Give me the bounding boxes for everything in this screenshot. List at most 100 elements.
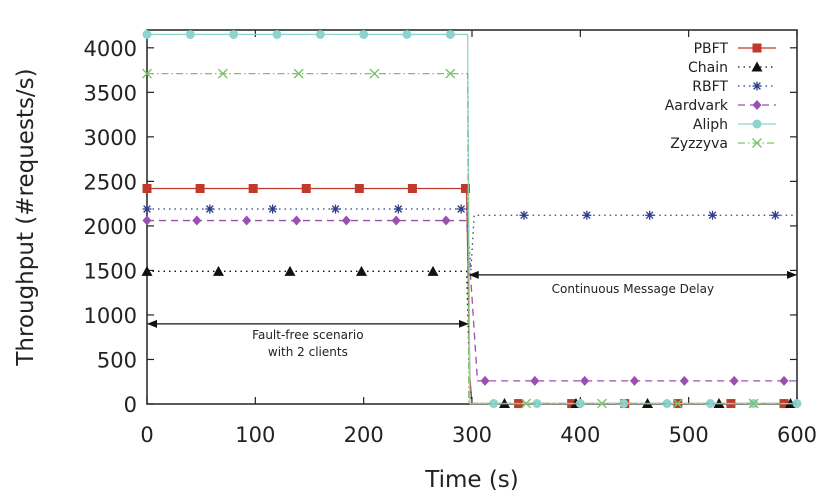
marker-zyzzyva-1	[217, 68, 228, 79]
marker-aardvark-13	[779, 375, 789, 386]
y-ticks: 0 500 1000 1500 2000 2500 3000 3500 4000	[84, 37, 797, 417]
marker-aardvark-3	[292, 215, 301, 226]
marker-rbft-6	[519, 210, 529, 220]
series-line-zyzzyva	[147, 72, 797, 405]
marker-rbft-0	[142, 204, 152, 214]
marker-rbft-8	[645, 210, 655, 220]
legend-item-aardvark: Aardvark	[665, 98, 776, 114]
x-tick-label-300: 300	[452, 423, 492, 447]
legend-item-pbft: PBFT	[694, 41, 776, 57]
marker-chain-1	[213, 265, 224, 276]
marker-aardvark-5	[391, 215, 401, 226]
marker-rbft-1	[205, 204, 215, 214]
marker-aliph-2	[229, 29, 239, 39]
x-tick-label-0: 0	[140, 423, 153, 447]
marker-aliph-11	[619, 399, 629, 409]
y-tick-label-2500: 2500	[84, 170, 137, 194]
x-axis-label: Time (s)	[424, 467, 519, 490]
marker-chain-2	[284, 265, 296, 276]
marker-aliph-9	[532, 399, 542, 409]
marker-zyzzyva-8	[748, 398, 759, 409]
marker-zyzzyva-2	[293, 68, 304, 79]
series-layer	[141, 29, 802, 409]
marker-rbft-4	[393, 204, 403, 214]
marker-aliph-4	[315, 29, 325, 39]
marker-aliph-6	[402, 29, 412, 39]
y-tick-label-1000: 1000	[84, 304, 137, 328]
legend-marker-aardvark	[752, 100, 762, 110]
marker-aardvark-6	[441, 215, 451, 226]
marker-aardvark-2	[242, 215, 252, 226]
marker-aliph-1	[185, 29, 195, 39]
series-line-aardvark	[147, 219, 797, 382]
series-aardvark	[142, 215, 797, 386]
legend-marker-rbft	[752, 81, 762, 91]
marker-pbft-6	[461, 184, 470, 194]
y-tick-label-3500: 3500	[84, 81, 137, 105]
legend-marker-chain	[751, 61, 763, 72]
axes: 0 100 200 300 400 500 600 0 500 1000 1500 2000 2500…	[13, 29, 817, 490]
y-tick-label-4000: 4000	[84, 37, 137, 61]
marker-zyzzyva-5	[521, 398, 532, 409]
marker-aardvark-10	[630, 375, 639, 386]
marker-aardvark-1	[192, 215, 202, 226]
annotations: Fault-free scenario with 2 clients Continu…	[147, 270, 797, 359]
legend-label-zyzzyva: Zyzzyva	[670, 136, 728, 152]
marker-rbft-9	[708, 210, 717, 220]
marker-aliph-5	[359, 29, 369, 39]
marker-aardvark-0	[142, 215, 152, 226]
marker-chain-4	[427, 265, 439, 276]
legend-label-chain: Chain	[688, 60, 728, 76]
marker-aliph-8	[489, 399, 499, 409]
marker-zyzzyva-4	[445, 68, 456, 79]
marker-pbft-3	[301, 184, 311, 194]
series-zyzzyva	[142, 68, 797, 409]
legend-marker-zyzzyva	[752, 138, 762, 148]
marker-pbft-4	[354, 184, 364, 194]
marker-aardvark-12	[729, 375, 739, 386]
legend-item-zyzzyva: Zyzzyva	[670, 136, 776, 152]
marker-zyzzyva-7	[672, 398, 683, 409]
marker-aardvark-9	[580, 375, 590, 386]
annotation-text-1-0: Continuous Message Delay	[552, 282, 714, 296]
marker-chain-0	[141, 265, 153, 276]
marker-aliph-12	[662, 399, 672, 409]
x-tick-label-100: 100	[235, 423, 275, 447]
marker-rbft-3	[331, 204, 340, 214]
marker-zyzzyva-3	[369, 68, 380, 79]
legend: PBFT Chain RBFT Aardvark Aliph Zyzzyva	[665, 41, 776, 152]
legend-label-aardvark: Aardvark	[665, 98, 729, 114]
marker-rbft-7	[582, 210, 592, 220]
x-tick-label-400: 400	[560, 423, 600, 447]
y-tick-label-2000: 2000	[84, 215, 137, 239]
marker-pbft-1	[195, 184, 205, 194]
y-tick-label-1500: 1500	[84, 259, 137, 283]
legend-label-aliph: Aliph	[693, 117, 728, 133]
marker-aliph-7	[445, 29, 455, 39]
legend-item-rbft: RBFT	[692, 79, 776, 95]
marker-zyzzyva-6	[597, 398, 607, 409]
y-tick-label-0: 0	[124, 393, 137, 417]
marker-aliph-3	[272, 29, 282, 39]
marker-zyzzyva-0	[142, 68, 152, 79]
marker-aliph-10	[575, 399, 585, 409]
marker-aliph-0	[142, 29, 152, 39]
legend-marker-pbft	[752, 43, 762, 53]
marker-rbft-2	[268, 204, 278, 214]
marker-pbft-0	[142, 184, 152, 194]
y-axis-label: Throughput (#requests/s)	[13, 68, 39, 366]
legend-label-rbft: RBFT	[692, 79, 728, 95]
marker-rbft-5	[456, 204, 466, 214]
legend-item-aliph: Aliph	[693, 117, 776, 133]
marker-aardvark-7	[480, 375, 490, 386]
x-tick-label-200: 200	[344, 423, 384, 447]
legend-marker-aliph	[752, 119, 762, 129]
y-tick-label-500: 500	[97, 348, 137, 372]
x-tick-label-500: 500	[669, 423, 709, 447]
marker-aardvark-4	[341, 215, 351, 226]
marker-rbft-10	[770, 210, 780, 220]
marker-aardvark-11	[679, 375, 689, 386]
y-tick-label-3000: 3000	[84, 126, 137, 150]
marker-chain-3	[356, 265, 367, 276]
